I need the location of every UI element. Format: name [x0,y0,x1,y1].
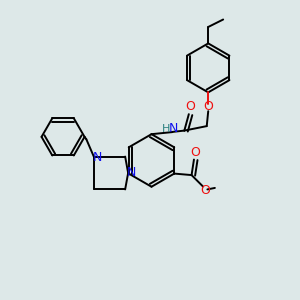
Text: O: O [203,100,213,113]
Text: N: N [169,122,178,135]
Text: N: N [127,167,136,179]
Text: H: H [162,124,171,134]
Text: O: O [200,184,210,197]
Text: O: O [186,100,196,113]
Text: O: O [190,146,200,159]
Text: N: N [93,151,102,164]
